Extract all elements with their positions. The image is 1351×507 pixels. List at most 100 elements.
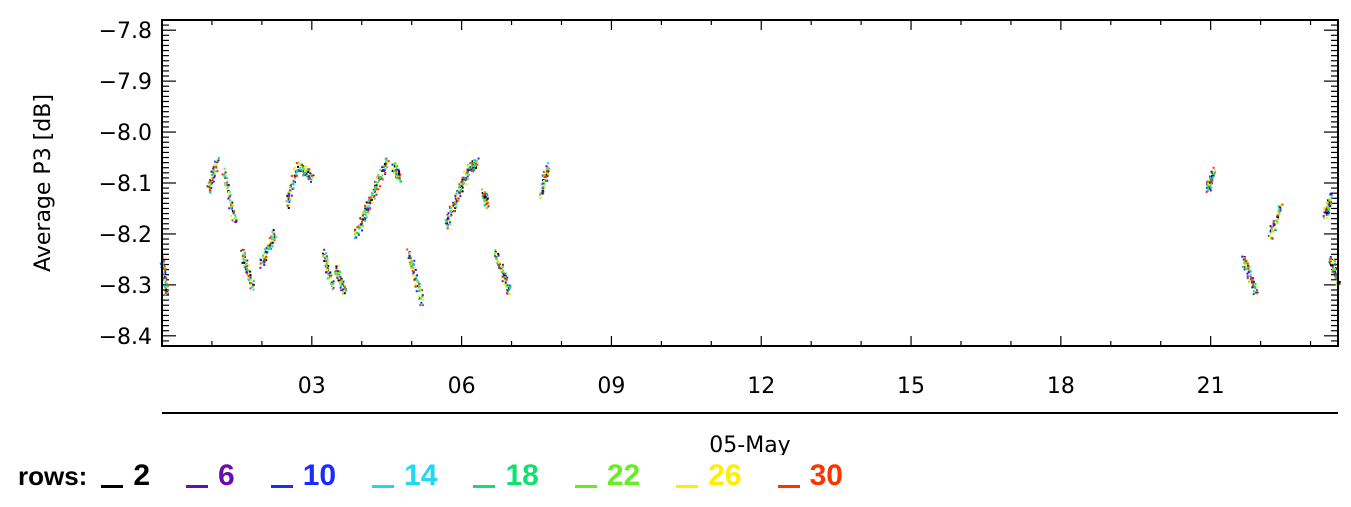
data-point [341,289,344,292]
data-point [373,184,376,187]
data-point [163,272,166,275]
data-point [1254,282,1257,285]
data-point [273,235,276,238]
data-point [460,188,463,191]
data-point [377,174,380,177]
data-point [398,172,401,175]
data-point [417,286,420,289]
data-point [207,182,210,185]
data-point [1328,207,1331,210]
data-point [544,174,547,177]
data-point [393,172,396,175]
data-point [364,217,367,220]
data-point [461,186,464,189]
data-point [446,224,449,227]
data-point [307,175,310,178]
data-point [240,249,243,252]
data-point [454,194,457,197]
data-point [539,196,542,199]
data-point [367,209,370,212]
data-point [540,183,543,186]
data-point [228,190,231,193]
data-point [1208,178,1211,181]
data-point [294,175,297,178]
data-point [465,176,468,179]
data-point [1210,170,1213,173]
data-point [385,162,388,165]
data-point [1252,281,1255,284]
data-point [1328,198,1331,201]
data-point [1277,212,1280,215]
chart: −7.8 −7.9 −8.0 −8.1 −8.2 −8.3 −8.4 03 06 09 12 15 1… [31,19,1341,455]
y-axis-title: Average P3 [dB] [31,94,56,272]
data-point [296,174,299,177]
data-point [1277,210,1280,213]
data-point [494,254,497,257]
data-point [229,204,232,207]
data-point [506,276,509,279]
data-point [367,198,370,201]
data-point [509,287,512,290]
data-point [1256,288,1259,291]
data-point [273,238,276,241]
data-point [465,183,468,186]
data-point [259,262,262,265]
data-point [504,286,507,289]
data-point [361,224,364,227]
data-point [1249,276,1252,279]
data-point [1325,212,1328,215]
data-point [221,173,224,176]
data-point [451,209,454,212]
data-point [365,201,368,204]
data-point [418,298,421,301]
data-point [250,283,253,286]
data-point [362,218,365,221]
data-point [461,190,464,193]
data-point [476,161,479,164]
data-point [483,196,486,199]
data-point [287,197,290,200]
data-point [411,260,414,263]
data-point [252,284,255,287]
data-point [163,284,166,287]
data-point [446,227,449,230]
data-point [468,167,471,170]
data-point [329,271,332,274]
data-point [376,176,379,179]
data-point [462,181,465,184]
data-point [247,275,250,278]
data-point [1328,211,1331,214]
data-point [246,272,249,275]
data-point [447,215,450,218]
data-point [339,275,342,278]
data-point [542,191,545,194]
data-point [1278,208,1281,211]
data-point [410,260,413,263]
data-point [249,270,252,273]
data-point [499,264,502,267]
data-point [326,258,329,261]
data-point [1248,269,1251,272]
data-point [353,233,356,236]
data-point [241,255,244,258]
data-point [1252,277,1255,280]
data-point [364,213,367,216]
data-point [502,266,505,269]
data-point [1269,236,1272,239]
y-tick-label: −7.9 [99,70,152,95]
data-point [1209,187,1212,190]
data-point [241,261,244,264]
data-point [371,201,374,204]
data-point [502,269,505,272]
data-point [297,161,300,164]
data-point [495,256,498,259]
data-point [1328,257,1331,260]
data-point [229,202,232,205]
data-point [459,195,462,198]
data-point [360,225,363,228]
legend-swatch [676,484,699,488]
data-point [263,263,266,266]
data-point [455,198,458,201]
data-point [467,174,470,177]
data-point [269,240,272,243]
